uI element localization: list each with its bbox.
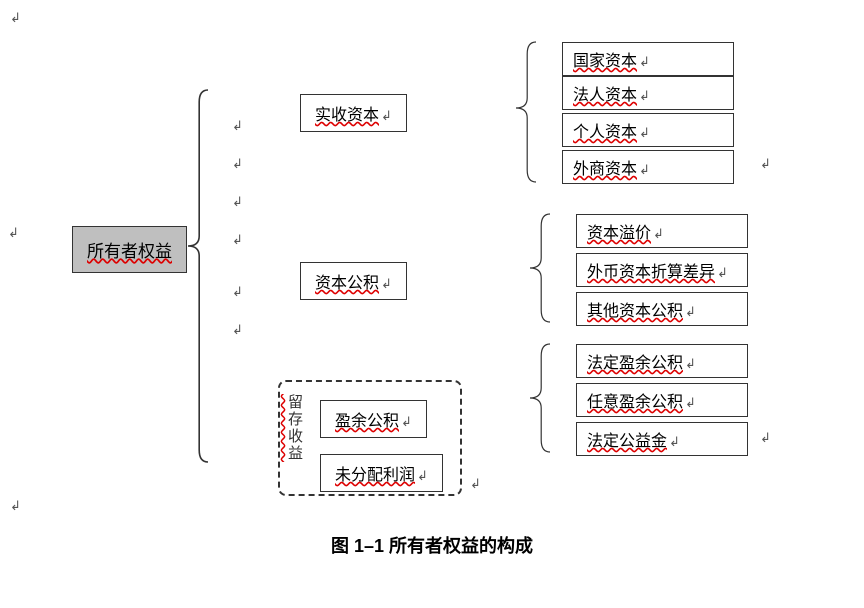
paragraph-marker: ↲ xyxy=(232,284,243,300)
mid-label: 资本公积 xyxy=(315,275,379,292)
paragraph-marker: ↲ xyxy=(232,232,243,248)
paragraph-marker: ↲ xyxy=(470,476,481,492)
leaf-capital-premium: 资本溢价↲ xyxy=(576,214,748,248)
leaf-other-reserve: 其他资本公积↲ xyxy=(576,292,748,326)
mid-capital-reserve: 资本公积↲ xyxy=(300,262,407,300)
leaf-discretionary-surplus: 任意盈余公积↲ xyxy=(576,383,748,417)
leaf-foreign-capital: 外商资本↲ xyxy=(562,150,734,184)
leaf-legal-capital: 法人资本↲ xyxy=(562,76,734,110)
mid-label: 实收资本 xyxy=(315,107,379,124)
mid-paid-in-capital: 实收资本↲ xyxy=(300,94,407,132)
leaf-state-capital: 国家资本↲ xyxy=(562,42,734,76)
paragraph-marker: ↲ xyxy=(760,430,771,446)
leaf-welfare-fund: 法定公益金↲ xyxy=(576,422,748,456)
retained-earnings-group xyxy=(278,380,462,496)
root-label: 所有者权益 xyxy=(87,242,172,261)
brace-paid-in xyxy=(514,42,538,182)
brace-capres xyxy=(528,214,552,322)
paragraph-marker: ↲ xyxy=(10,10,21,26)
paragraph-marker: ↲ xyxy=(232,118,243,134)
brace-surplus xyxy=(528,344,552,452)
paragraph-marker: ↲ xyxy=(760,156,771,172)
paragraph-marker: ↲ xyxy=(8,225,19,241)
leaf-statutory-surplus: 法定盈余公积↲ xyxy=(576,344,748,378)
retained-earnings-label: 留存收益 xyxy=(284,394,305,462)
figure-caption: 图 1–1 所有者权益的构成 xyxy=(0,532,864,558)
leaf-fx-diff: 外币资本折算差异↲ xyxy=(576,253,748,287)
leaf-individual-capital: 个人资本↲ xyxy=(562,113,734,147)
paragraph-marker: ↲ xyxy=(232,322,243,338)
brace-main xyxy=(186,90,210,462)
root-node: 所有者权益 xyxy=(72,226,187,273)
paragraph-marker: ↲ xyxy=(232,194,243,210)
paragraph-marker: ↲ xyxy=(232,156,243,172)
paragraph-marker: ↲ xyxy=(10,498,21,514)
